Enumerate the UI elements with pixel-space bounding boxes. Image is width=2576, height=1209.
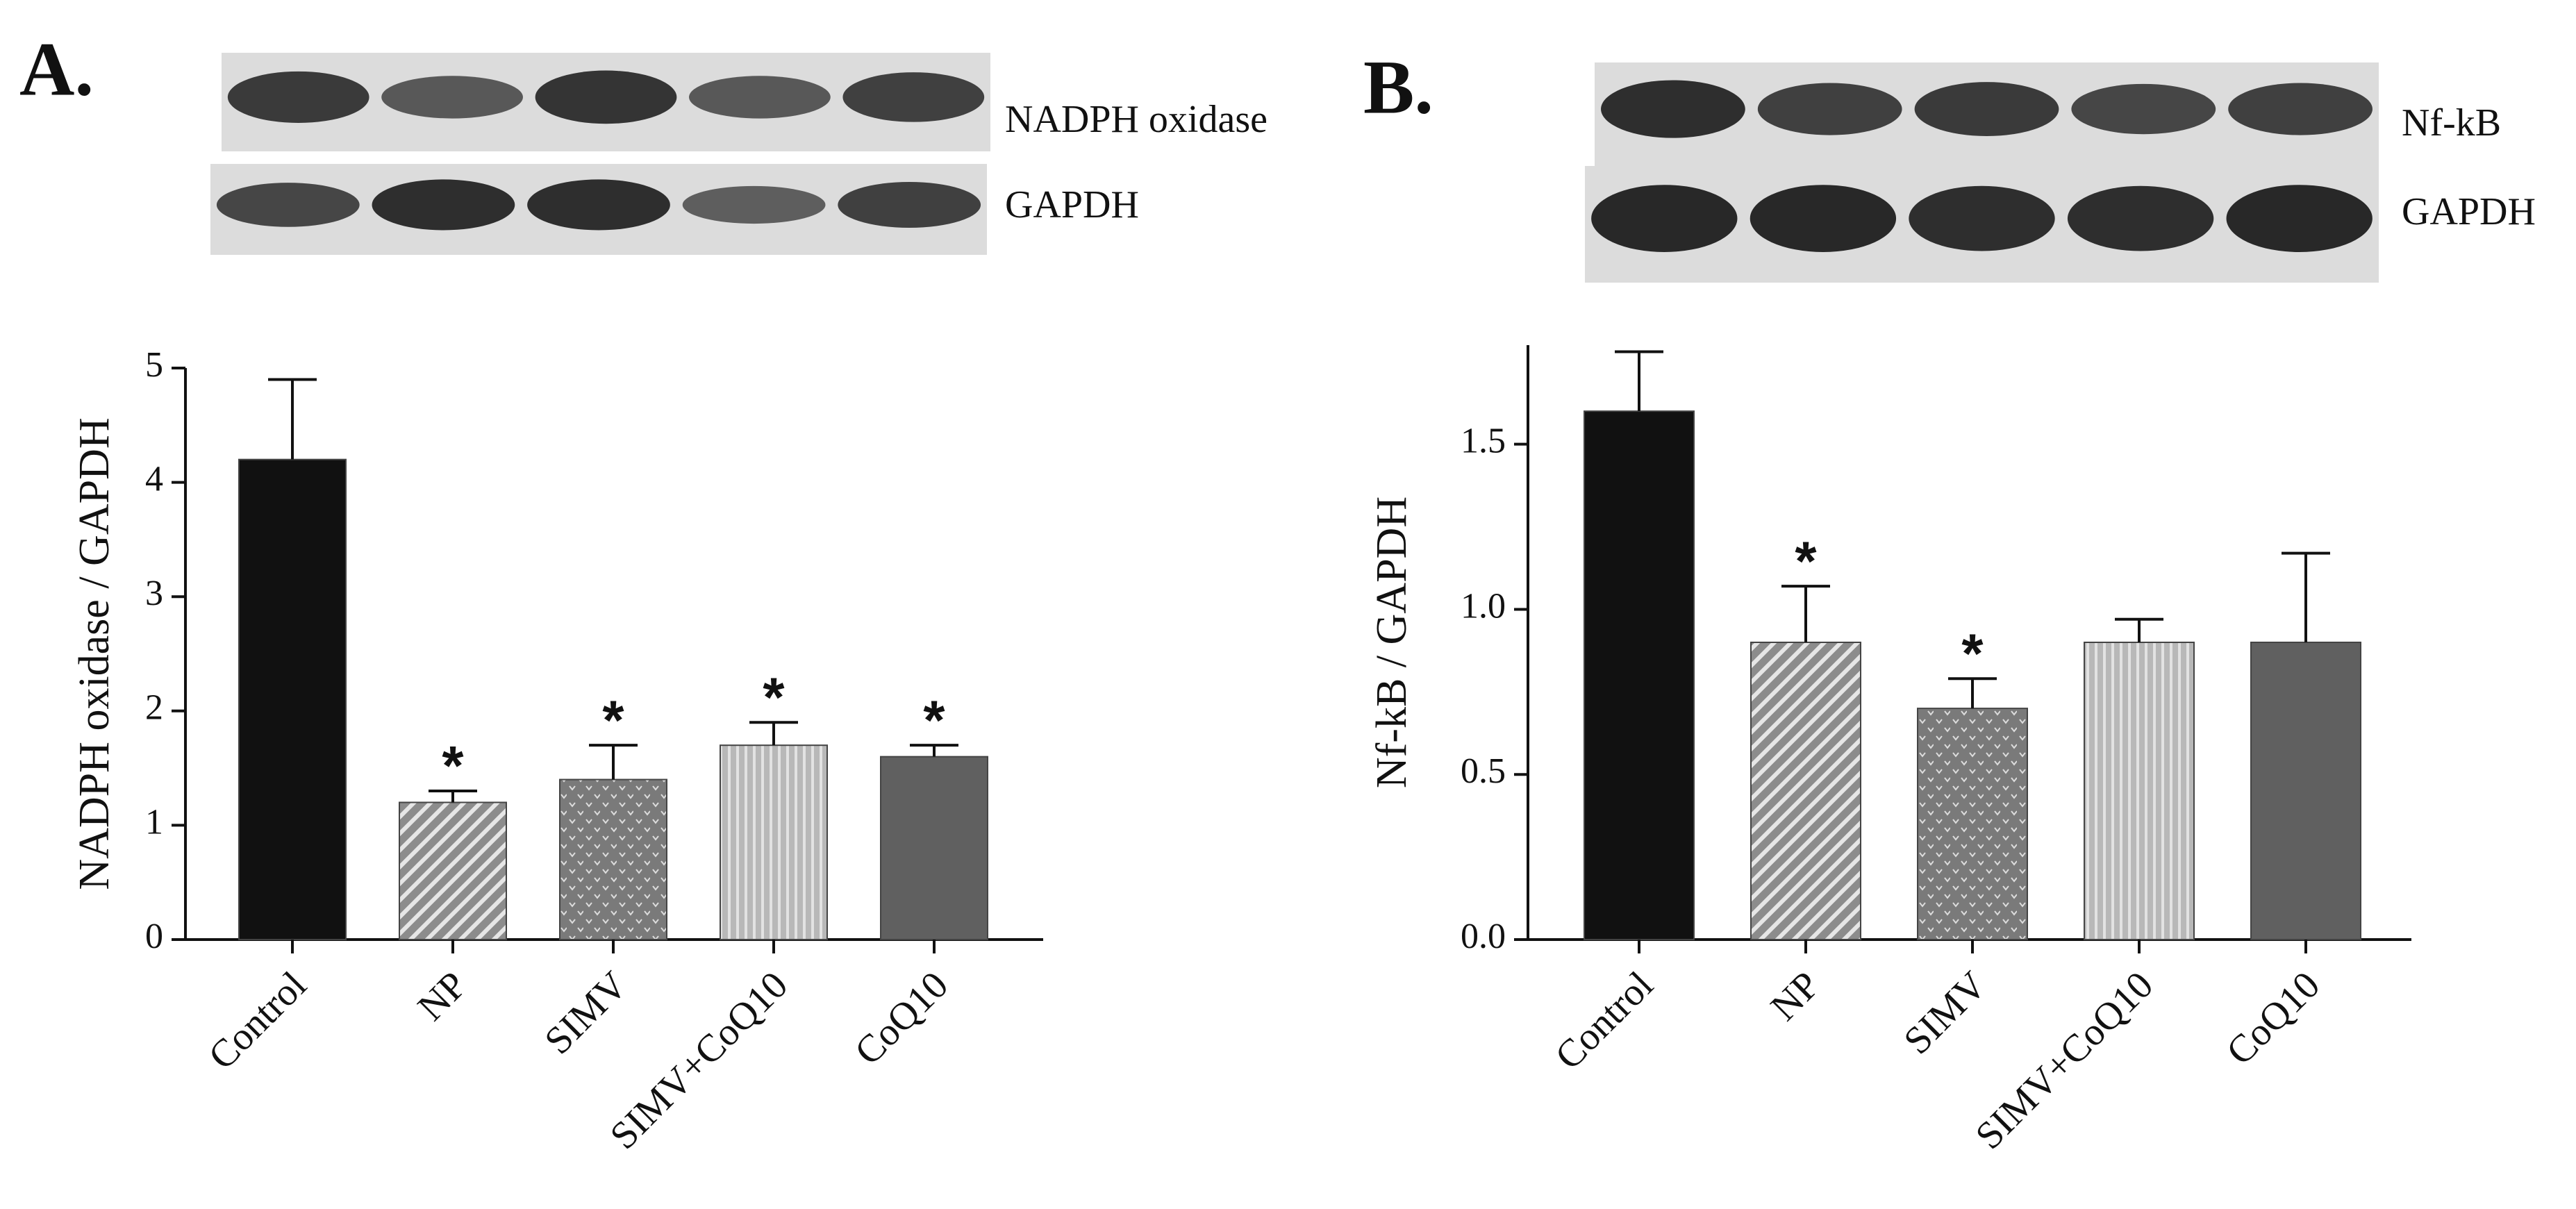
y-tick-label: 3	[145, 574, 163, 613]
blot-band	[1750, 185, 1897, 252]
blot-label: GAPDH	[1005, 183, 1139, 226]
y-tick-label: 0.5	[1461, 751, 1506, 791]
y-tick-label: 1.0	[1461, 586, 1506, 626]
blot-band	[527, 179, 670, 231]
blot-band	[1591, 185, 1738, 252]
bar	[1584, 410, 1695, 940]
error-bar	[1615, 350, 1663, 412]
error-bar	[429, 790, 477, 803]
error-bar	[2282, 551, 2330, 642]
error-bar	[749, 721, 798, 746]
x-tick-label: Control	[1547, 963, 1661, 1078]
error-bar	[1781, 585, 1830, 642]
y-axis-title: NADPH oxidase / GAPDH	[71, 417, 118, 890]
significance-marker: *	[763, 666, 785, 728]
x-tick-label: CoQ10	[2218, 963, 2328, 1073]
x-tick-label: SIMV	[1895, 963, 1995, 1062]
x-tick-label: NP	[410, 963, 475, 1028]
bar	[559, 778, 667, 941]
blot-band	[1909, 185, 2055, 251]
blot-band	[682, 185, 826, 224]
blot-band	[2226, 185, 2373, 252]
blot-band	[2228, 83, 2373, 135]
y-tick-label: 5	[145, 345, 163, 385]
blot-band	[1757, 83, 1902, 135]
significance-marker: *	[602, 689, 624, 751]
blot-label: Nf-kB	[2402, 101, 2501, 144]
significance-marker: *	[1795, 530, 1817, 592]
panel-label: A.	[19, 26, 94, 111]
blot-band	[842, 72, 985, 122]
error-bar	[2115, 617, 2163, 642]
x-tick-label: SIMV+CoQ10	[1968, 963, 2162, 1158]
error-bar	[589, 744, 638, 780]
y-tick-label: 4	[145, 460, 163, 499]
bar	[1917, 708, 2028, 940]
significance-marker: *	[442, 735, 464, 797]
y-tick-label: 1.5	[1461, 422, 1506, 461]
error-bar	[268, 378, 317, 460]
y-tick-label: 0	[145, 917, 163, 956]
x-tick-label: Control	[200, 963, 315, 1078]
error-bar	[1948, 677, 1997, 709]
blot-band	[2071, 83, 2216, 135]
blot-band	[227, 71, 369, 123]
bar	[2084, 642, 2195, 940]
x-tick-label: SIMV	[536, 963, 635, 1062]
blot-band	[216, 183, 360, 227]
y-tick-label: 1	[145, 802, 163, 842]
x-tick-label: CoQ10	[847, 963, 956, 1073]
significance-marker: *	[923, 689, 945, 751]
blot-band	[838, 181, 981, 228]
blot-band	[689, 76, 831, 119]
blot-band	[2067, 185, 2214, 251]
blot-band	[372, 179, 515, 231]
blot-band	[1914, 82, 2059, 136]
bar	[238, 458, 347, 940]
bar	[1750, 642, 1861, 940]
bar	[880, 756, 988, 940]
blot-band	[1601, 80, 1745, 138]
error-bar	[910, 744, 958, 757]
panel-label: B.	[1363, 44, 1434, 129]
bar	[2250, 642, 2361, 940]
y-tick-label: 2	[145, 688, 163, 728]
bar	[399, 801, 507, 940]
blot-band	[535, 70, 677, 124]
y-tick-label: 0.0	[1461, 917, 1506, 956]
bar	[720, 744, 828, 941]
blot-label: NADPH oxidase	[1005, 98, 1268, 141]
x-tick-label: NP	[1763, 963, 1828, 1028]
blot-band	[381, 76, 523, 119]
blot-label: GAPDH	[2402, 190, 2536, 233]
y-axis-title: Nf-kB / GAPDH	[1368, 497, 1415, 788]
significance-marker: *	[1961, 622, 1984, 684]
